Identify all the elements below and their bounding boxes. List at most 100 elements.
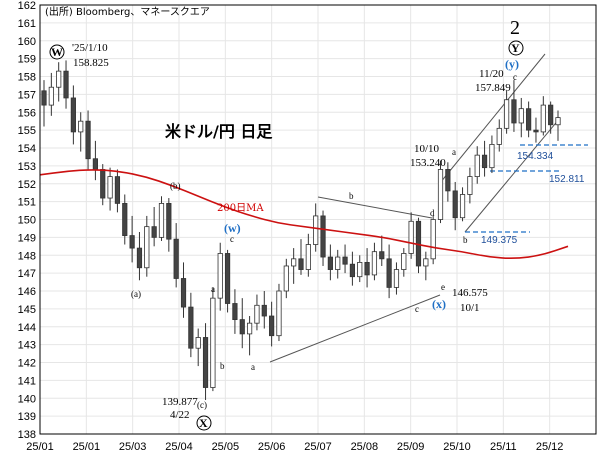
x-tick-label: 25/11 [490, 441, 517, 453]
y-tick-label: 142 [18, 358, 36, 370]
wave-b1: (b) [170, 181, 181, 191]
candle [173, 223, 179, 288]
candle [210, 287, 216, 392]
y-tick-label: 156 [18, 107, 36, 119]
wave-c3: c [415, 304, 419, 314]
candle [555, 110, 561, 141]
y-tick-label: 160 [18, 36, 36, 48]
candle [246, 316, 253, 356]
trend-lines [269, 53, 561, 363]
candle [526, 101, 532, 138]
w-price: 158.825 [73, 57, 109, 69]
candle [151, 206, 157, 247]
x-tick-label: 25/06 [258, 441, 286, 453]
candle [129, 215, 135, 263]
candle [48, 72, 54, 116]
y-tick-label: 152 [18, 179, 36, 191]
candle [224, 249, 231, 313]
candle [408, 212, 414, 259]
nov-date: 11/20 [479, 68, 504, 80]
candle [85, 110, 91, 170]
y-tick-label: 148 [18, 250, 36, 262]
candle [437, 160, 444, 224]
candle [114, 169, 121, 213]
y-tick-label: 143 [18, 340, 36, 352]
candle [496, 119, 502, 152]
candle [423, 251, 429, 281]
candle [511, 80, 517, 132]
x-tick-label: 25/08 [351, 441, 379, 453]
x-circle [196, 415, 212, 431]
oct1-price: 146.575 [452, 287, 488, 299]
candle [92, 140, 98, 181]
candle [298, 239, 304, 275]
candle [56, 62, 62, 102]
wave-a1: (a) [131, 289, 141, 299]
candle [122, 194, 128, 245]
ma-200-line [39, 169, 569, 260]
candle [320, 210, 326, 266]
blue-x: (x) [432, 297, 446, 311]
candle [459, 187, 466, 222]
candle [540, 96, 546, 136]
candle [474, 146, 480, 184]
x-tick-label: 25/01 [73, 441, 101, 453]
w-label: W [51, 45, 63, 59]
wave-c2: c [230, 234, 234, 244]
plot-frame [39, 4, 597, 435]
y-tick-label: 151 [18, 197, 36, 209]
x-tick-label: 25/10 [443, 441, 471, 453]
support-levels [465, 144, 588, 233]
candle [342, 244, 348, 274]
candle [327, 244, 333, 281]
candle [401, 248, 407, 277]
wave-d3: d [430, 208, 435, 218]
candle [41, 80, 47, 127]
trend-lower-triangle [269, 294, 441, 363]
candle [78, 112, 84, 152]
y-tick-label: 141 [18, 375, 36, 387]
candle [180, 262, 187, 318]
wave-e3: e [441, 282, 445, 292]
y-tick-label: 155 [18, 125, 36, 137]
y-tick-label: 150 [18, 215, 36, 227]
blue-w: (w) [224, 221, 241, 235]
wave-a2: a [211, 284, 215, 294]
candle [239, 298, 245, 349]
x-tick-label: 25/01 [26, 441, 54, 453]
source-text: (出所) Bloomberg、マネースクエア [45, 5, 210, 18]
candle [364, 248, 370, 288]
nov-price: 157.849 [475, 82, 511, 94]
y-tick-label: 159 [18, 54, 36, 66]
y-axis: 138 139 140 141 142 143 144 145 146 147 148 149 150 1… [18, 0, 36, 441]
candle [144, 215, 150, 277]
wave-c4: c [513, 72, 517, 82]
candle [188, 292, 194, 358]
x-tick-label: 25/07 [304, 441, 332, 453]
blue-y: (y) [505, 57, 519, 71]
y-tick-label: 154 [18, 143, 36, 155]
x-date: 4/22 [170, 409, 190, 421]
candle [503, 90, 510, 134]
oct-price: 153.240 [410, 157, 446, 169]
candle [202, 323, 209, 401]
trend-upper-triangle [317, 196, 433, 219]
candle [452, 181, 458, 231]
level-149: 149.375 [481, 235, 518, 246]
candle [445, 162, 451, 202]
candle [489, 135, 495, 174]
channel-upper [439, 53, 546, 184]
candle [548, 101, 554, 134]
candle [386, 244, 392, 299]
y-tick-label: 158 [18, 72, 36, 84]
candle [158, 196, 165, 241]
candles [41, 60, 561, 401]
y-tick-label: 147 [18, 268, 36, 280]
wave-a3: a [251, 362, 255, 372]
y-tick-label: 140 [18, 393, 36, 405]
oct1-date: 10/1 [460, 302, 480, 314]
wave-c1: (c) [197, 400, 207, 410]
candle [393, 262, 400, 295]
candle [195, 328, 201, 367]
